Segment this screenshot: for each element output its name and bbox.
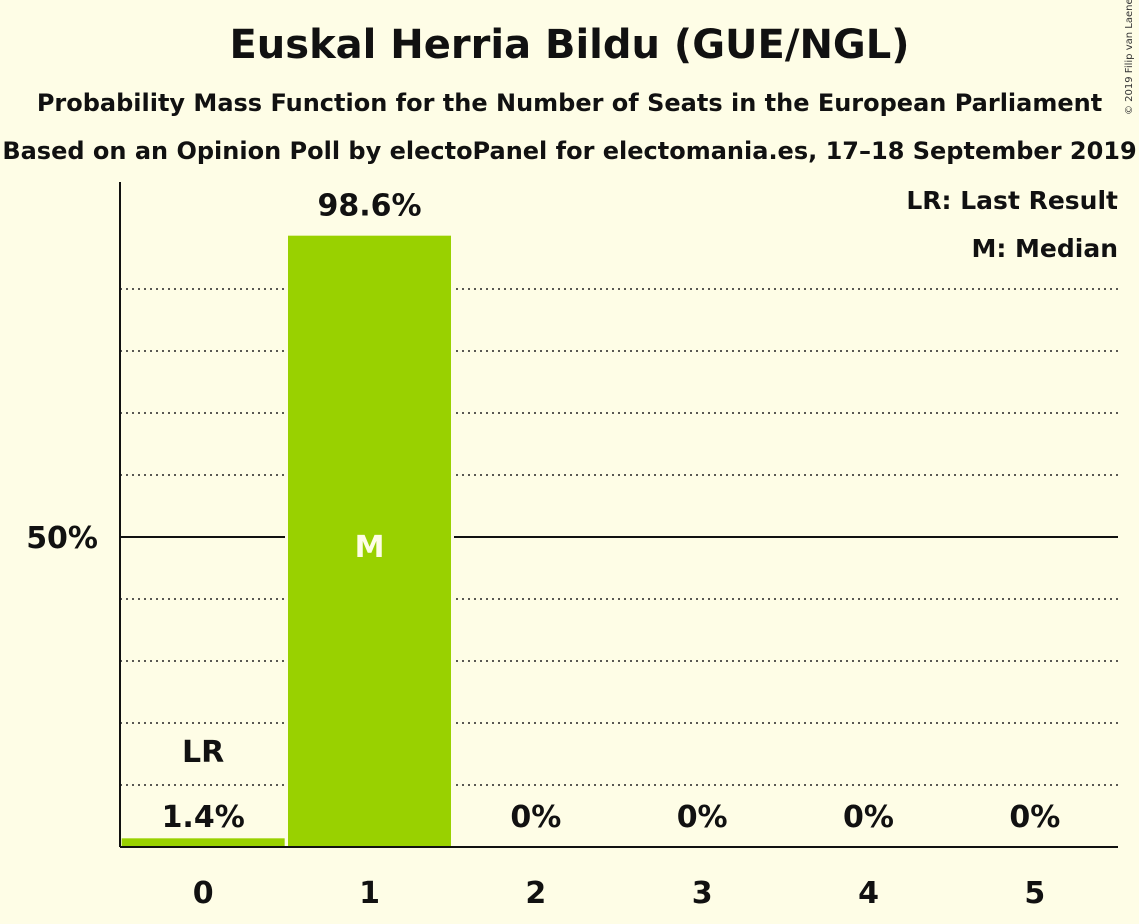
data-label: 98.6% [317,189,421,224]
chart-subtitle: Probability Mass Function for the Number… [36,89,1103,117]
legend-last-result: LR: Last Result [906,186,1118,215]
data-labels: 1.4% 0 LR 98.6% 1 M 0% 2 0% 3 0% 4 0% 5 [162,189,1061,911]
data-label: 1.4% [162,800,245,835]
data-label: 0% [1009,800,1060,835]
x-tick-label: 5 [1024,876,1045,911]
data-label: 0% [843,800,894,835]
gridlines [120,288,1118,786]
chart-title: Euskal Herria Bildu (GUE/NGL) [229,22,910,68]
y-tick-label: 50% [26,521,98,556]
x-tick-label: 1 [359,876,380,911]
data-label: 0% [677,800,728,835]
bar [288,235,451,847]
data-label: 0% [510,800,561,835]
axes: 50% [26,182,1118,848]
last-result-marker: LR [182,735,224,770]
legend-median: M: Median [971,234,1118,263]
median-marker: M [355,530,385,565]
x-tick-label: 4 [858,876,879,911]
bar [121,838,285,847]
chart-source-line: Based on an Opinion Poll by electoPanel … [2,137,1137,165]
x-tick-label: 0 [193,876,214,911]
bars [118,232,454,847]
x-tick-label: 2 [525,876,546,911]
x-tick-label: 3 [692,876,713,911]
